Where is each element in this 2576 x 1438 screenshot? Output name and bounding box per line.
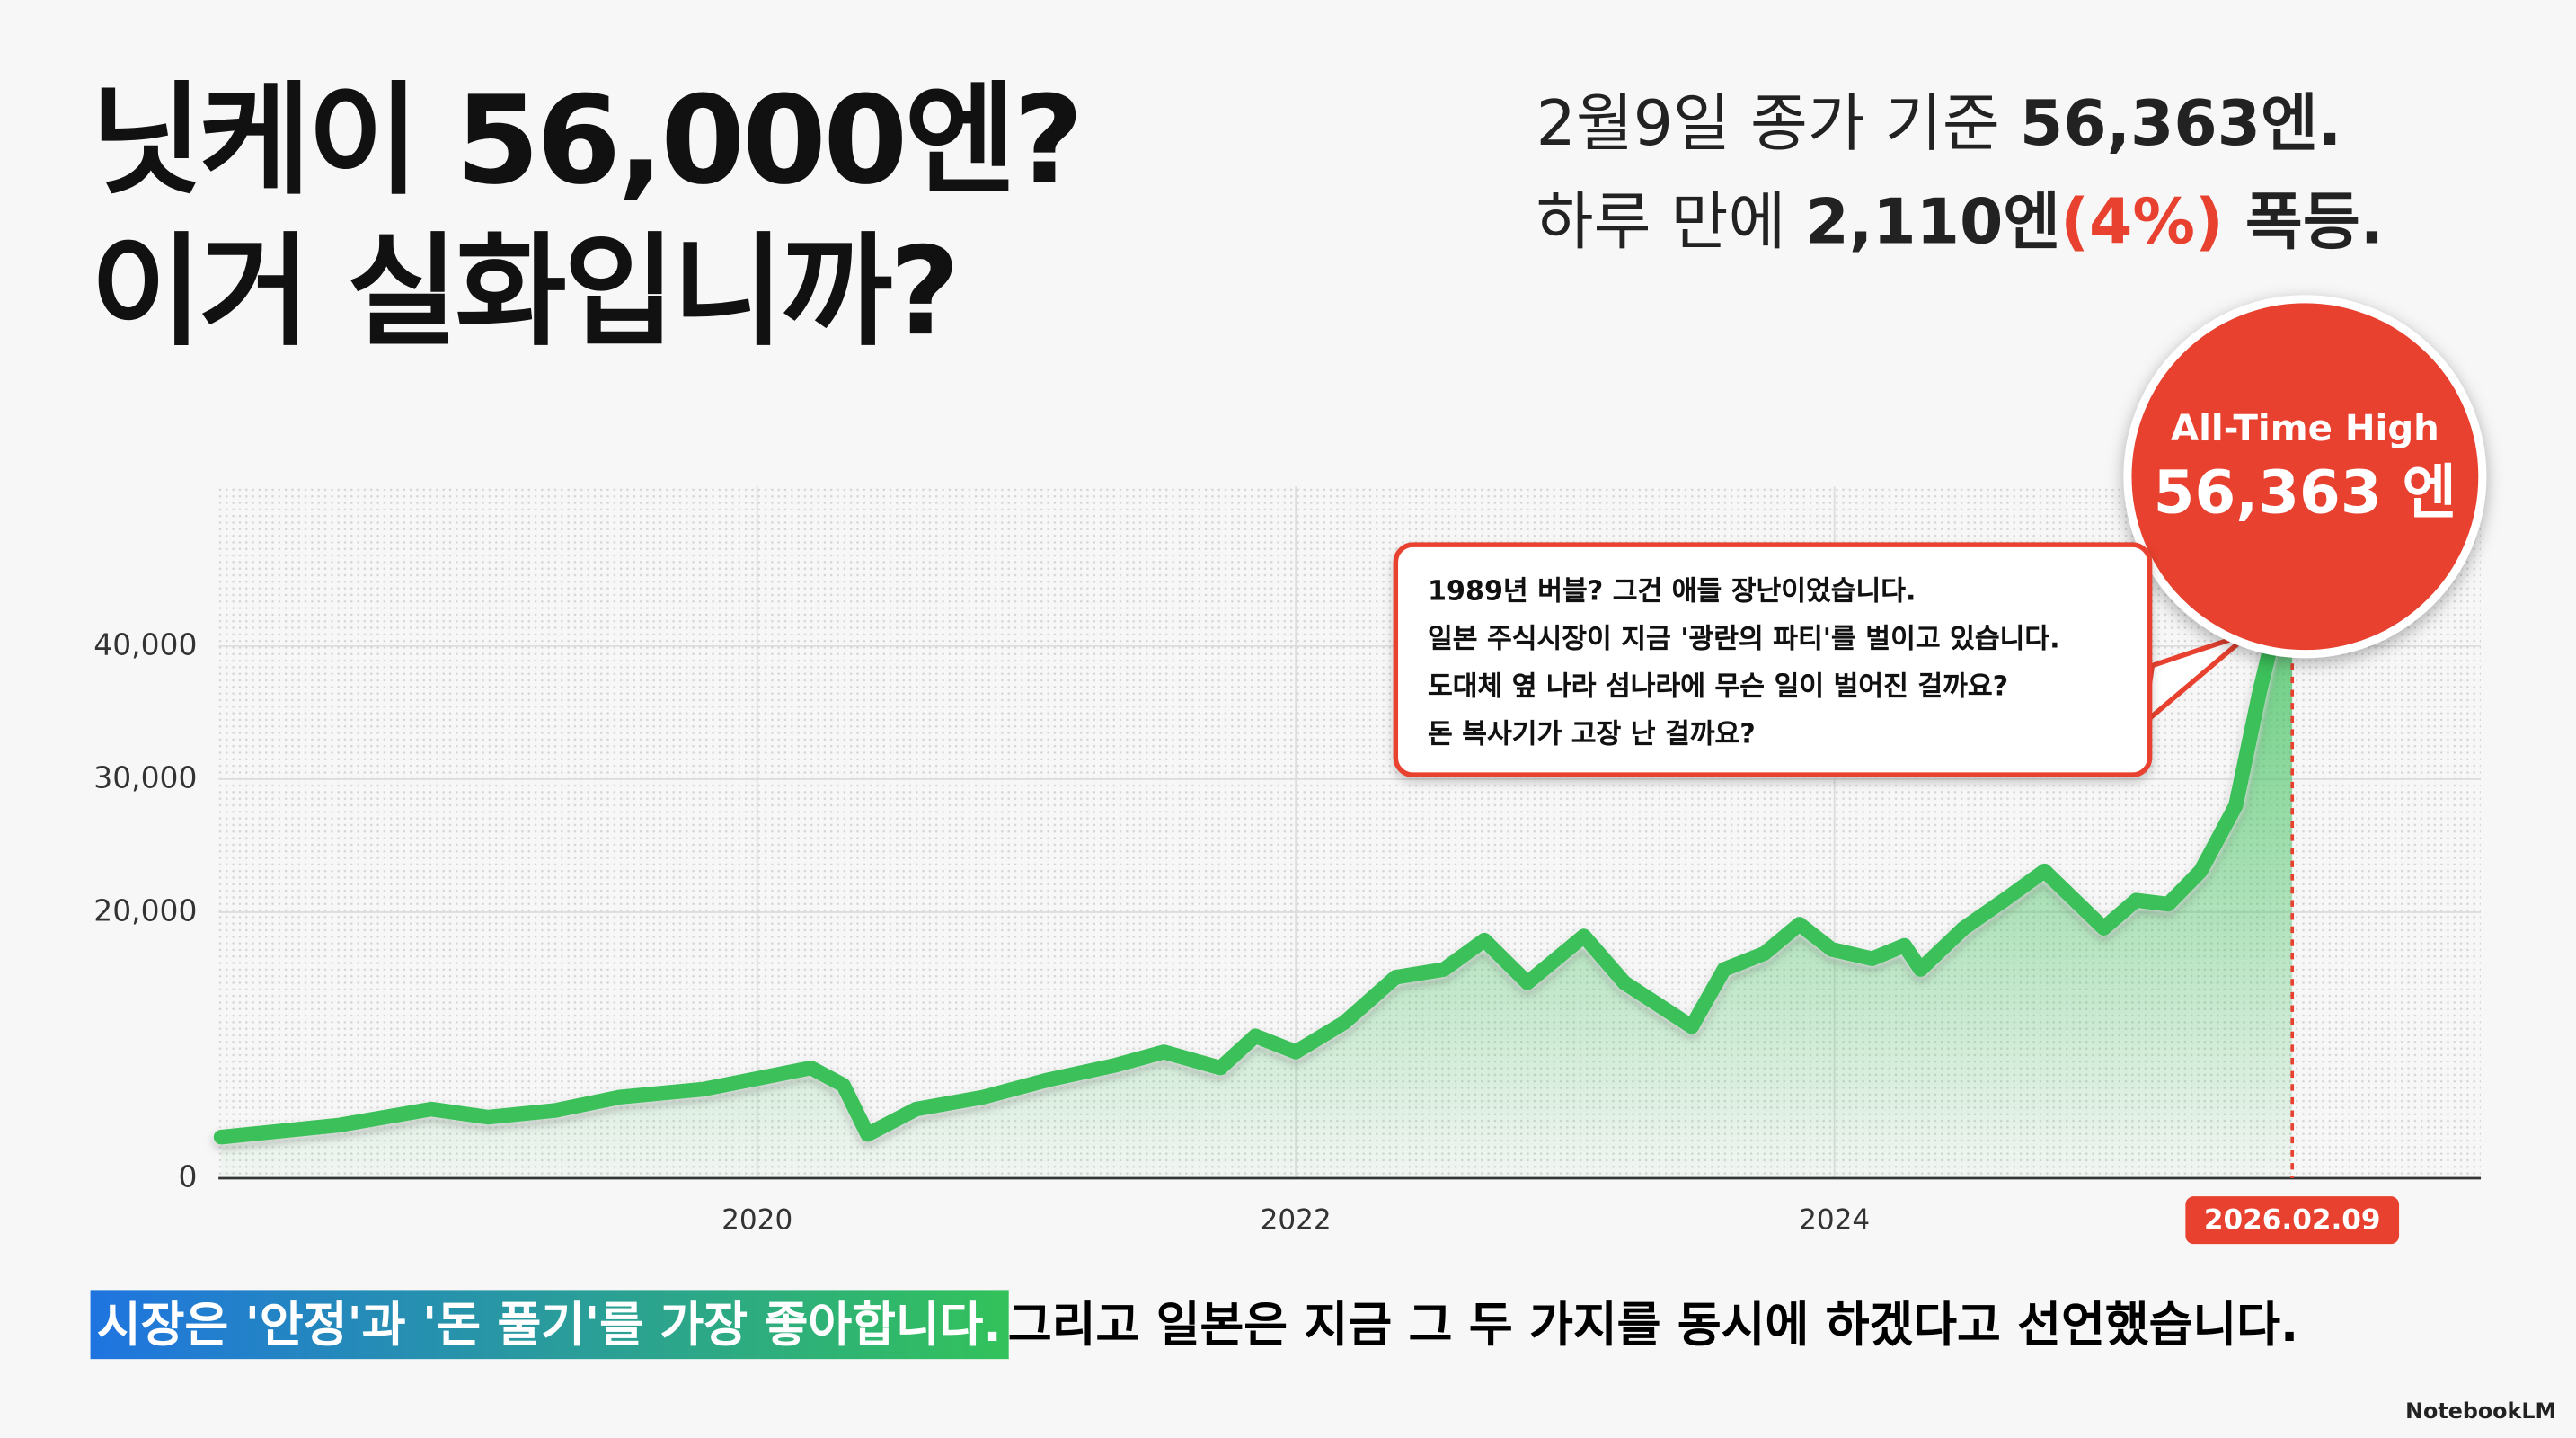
- footer: 시장은 '안정'과 '돈 풀기'를 가장 좋아합니다. 그리고 일본은 지금 그 …: [90, 1287, 2299, 1360]
- callout-line: 1989년 버블? 그건 애들 장난이었습니다.: [1427, 574, 1917, 607]
- text: 하루 만에: [1536, 185, 1806, 259]
- y-tick-label: 40,000: [93, 626, 197, 661]
- peak-value: 56,363 엔: [2154, 457, 2456, 527]
- marker-label: 2026.02.09: [2204, 1204, 2381, 1237]
- marker-pill: [2185, 1196, 2400, 1245]
- area: [221, 558, 2293, 1179]
- title: 닛케이 56,000엔? 이거 실화입니까?: [90, 66, 1084, 368]
- title-line: 닛케이 56,000엔?: [90, 70, 1084, 212]
- emphasis: 56,363엔.: [2019, 86, 2342, 160]
- footer-text: 그리고 일본은 지금 그 두 가지를 동시에 하겠다고 선언했습니다.: [1007, 1296, 2299, 1353]
- x-tick-label: 2022: [1261, 1204, 1332, 1237]
- callout-line: 일본 주식시장이 지금 '광란의 파티'를 벌이고 있습니다.: [1427, 623, 2060, 654]
- title-line: 이거 실화입니까?: [90, 221, 960, 364]
- peak-badge: [2123, 295, 2487, 659]
- subtitle: 2월9일 종가 기준 56,363엔. 하루 만에 2,110엔(4%) 폭등.: [1536, 74, 2385, 271]
- y-tick-label: 0: [178, 1159, 197, 1194]
- text: 2월9일 종가 기준: [1536, 86, 2020, 160]
- emphasis-red: (4%): [2060, 185, 2224, 259]
- peak-title: All-Time High: [2171, 408, 2439, 449]
- emphasis: 폭등.: [2223, 185, 2385, 259]
- line: [213, 550, 2300, 1145]
- brand: NotebookLM: [2405, 1399, 2557, 1425]
- callout-line: 돈 복사기가 고장 난 걸까요?: [1427, 718, 1756, 750]
- x-tick-label: 2024: [1799, 1204, 1870, 1237]
- subtitle-line: 2월9일 종가 기준 56,363엔.: [1536, 74, 2385, 173]
- emphasis: 2,110엔: [1805, 185, 2061, 259]
- callout-line: 도대체 옆 나라 섬나라에 무슨 일이 벌어진 걸까요?: [1427, 670, 2009, 702]
- subtitle-line: 하루 만에 2,110엔(4%) 폭등.: [1536, 173, 2385, 271]
- footer-highlight: 시장은 '안정'과 '돈 풀기'를 가장 좋아합니다.: [90, 1290, 1008, 1360]
- callout: 1989년 버블? 그건 애들 장난이었습니다. 일본 주식시장이 지금 '광란…: [1393, 542, 2153, 777]
- x-tick-label: 2020: [721, 1204, 792, 1237]
- y-tick-label: 30,000: [93, 759, 197, 794]
- y-tick-label: 20,000: [93, 892, 197, 928]
